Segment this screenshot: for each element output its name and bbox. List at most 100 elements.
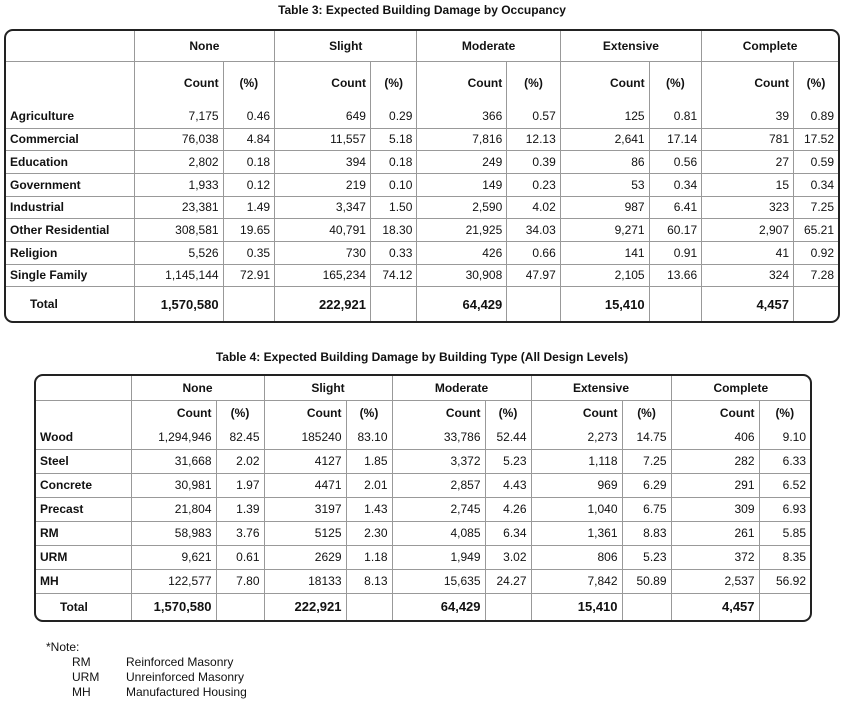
count-cell: 1,145,144 [133,263,224,288]
percent-cell: 7.28 [793,263,838,288]
count-cell: 730 [274,240,371,265]
table3-count-header: Count [416,60,508,106]
percent-cell: 1.18 [345,544,393,570]
count-cell: 4,085 [391,520,486,546]
table4-group-moderate: Moderate [391,376,532,402]
count-cell: 41 [701,240,794,265]
table3-corner [6,31,135,62]
percent-cell: 0.34 [793,172,838,197]
percent-cell: 3.76 [215,520,265,546]
percent-cell: 0.91 [648,240,703,265]
percent-cell: 0.39 [506,150,561,174]
count-cell: 185240 [263,425,347,450]
count-cell: 1,949 [391,544,486,570]
row-label: Education [6,150,135,174]
table-row: Industrial 23,381 1.49 3,347 1.50 2,590 4.02 98… [6,195,838,220]
percent-cell: 4.84 [222,127,276,152]
percent-cell: 2.02 [215,448,265,474]
percent-cell: 74.12 [369,263,418,288]
count-cell: 2,105 [559,263,650,288]
count-cell: 2629 [263,544,347,570]
count-cell: 30,908 [416,263,508,288]
percent-cell [222,286,276,321]
table3-count-header: Count [274,60,371,106]
count-cell: 9,621 [130,544,217,570]
count-cell: 5125 [263,520,347,546]
table4-group-header: None Slight Moderate Extensive Complete [36,376,810,402]
table-row: URM 9,621 0.61 2629 1.18 1,949 3.02 806 5.23 372 8… [36,544,810,570]
count-cell: 149 [416,172,508,197]
table3-group-slight: Slight [274,31,418,62]
table3-pct-header: (%) [369,60,418,106]
table4-pct-header: (%) [215,400,265,426]
row-label: RM [36,520,132,546]
count-cell: 11,557 [274,127,371,152]
percent-cell: 47.97 [506,263,561,288]
table4-frame: None Slight Moderate Extensive Complete … [34,374,812,622]
count-cell: 86 [559,150,650,174]
table-row: Education 2,802 0.18 394 0.18 249 0.39 86 0.56 27… [6,150,838,174]
table4-pct-header: (%) [484,400,532,426]
count-cell: 4127 [263,448,347,474]
footnote-abbr: URM [72,670,100,684]
percent-cell: 6.93 [758,496,810,522]
percent-cell [345,592,393,620]
percent-cell: 65.21 [793,218,838,242]
table4-caption: Table 4: Expected Building Damage by Bui… [215,350,629,364]
table3-pct-header: (%) [222,60,276,106]
percent-cell [758,592,810,620]
table-row: RM 58,983 3.76 5125 2.30 4,085 6.34 1,361 8.83 26… [36,520,810,546]
table3-caption: Table 3: Expected Building Damage by Occ… [278,3,566,17]
table4-count-header: Count [130,400,217,426]
percent-cell [621,592,672,620]
row-label: Government [6,172,135,197]
percent-cell: 4.26 [484,496,532,522]
table-row: Precast 21,804 1.39 3197 1.43 2,745 4.26 1,040 6… [36,496,810,522]
percent-cell: 1.49 [222,195,276,220]
percent-cell: 1.43 [345,496,393,522]
percent-cell: 2.30 [345,520,393,546]
table3-group-complete: Complete [701,31,838,62]
count-cell: 5,526 [133,240,224,265]
count-cell: 291 [670,472,760,498]
row-label: Other Residential [6,218,135,242]
count-cell: 7,816 [416,127,508,152]
count-cell: 15,410 [530,592,623,620]
table4-pct-header: (%) [621,400,672,426]
footnote: *Note: RM Reinforced Masonry URM Unreinf… [46,640,247,700]
table-row: Wood 1,294,946 82.45 185240 83.10 33,786 52.44… [36,425,810,450]
percent-cell: 8.83 [621,520,672,546]
percent-cell: 5.23 [621,544,672,570]
count-cell: 15 [701,172,794,197]
count-cell: 394 [274,150,371,174]
percent-cell: 19.65 [222,218,276,242]
percent-cell: 0.18 [222,150,276,174]
count-cell: 125 [559,105,650,129]
count-cell: 261 [670,520,760,546]
percent-cell: 60.17 [648,218,703,242]
count-cell: 4,457 [701,286,794,321]
count-cell: 15,410 [559,286,650,321]
table4-group-slight: Slight [263,376,393,402]
table4-group-extensive: Extensive [530,376,672,402]
percent-cell: 0.56 [648,150,703,174]
count-cell: 806 [530,544,623,570]
count-cell: 2,907 [701,218,794,242]
count-cell: 324 [701,263,794,288]
count-cell: 122,577 [130,568,217,594]
percent-cell: 6.75 [621,496,672,522]
percent-cell: 12.13 [506,127,561,152]
count-cell: 23,381 [133,195,224,220]
percent-cell: 6.52 [758,472,810,498]
count-cell: 222,921 [263,592,347,620]
percent-cell: 9.10 [758,425,810,450]
percent-cell: 1.85 [345,448,393,474]
count-cell: 31,668 [130,448,217,474]
count-cell: 426 [416,240,508,265]
table4-group-complete: Complete [670,376,810,402]
count-cell: 781 [701,127,794,152]
percent-cell: 0.29 [369,105,418,129]
count-cell: 2,745 [391,496,486,522]
percent-cell: 0.61 [215,544,265,570]
percent-cell: 82.45 [215,425,265,450]
